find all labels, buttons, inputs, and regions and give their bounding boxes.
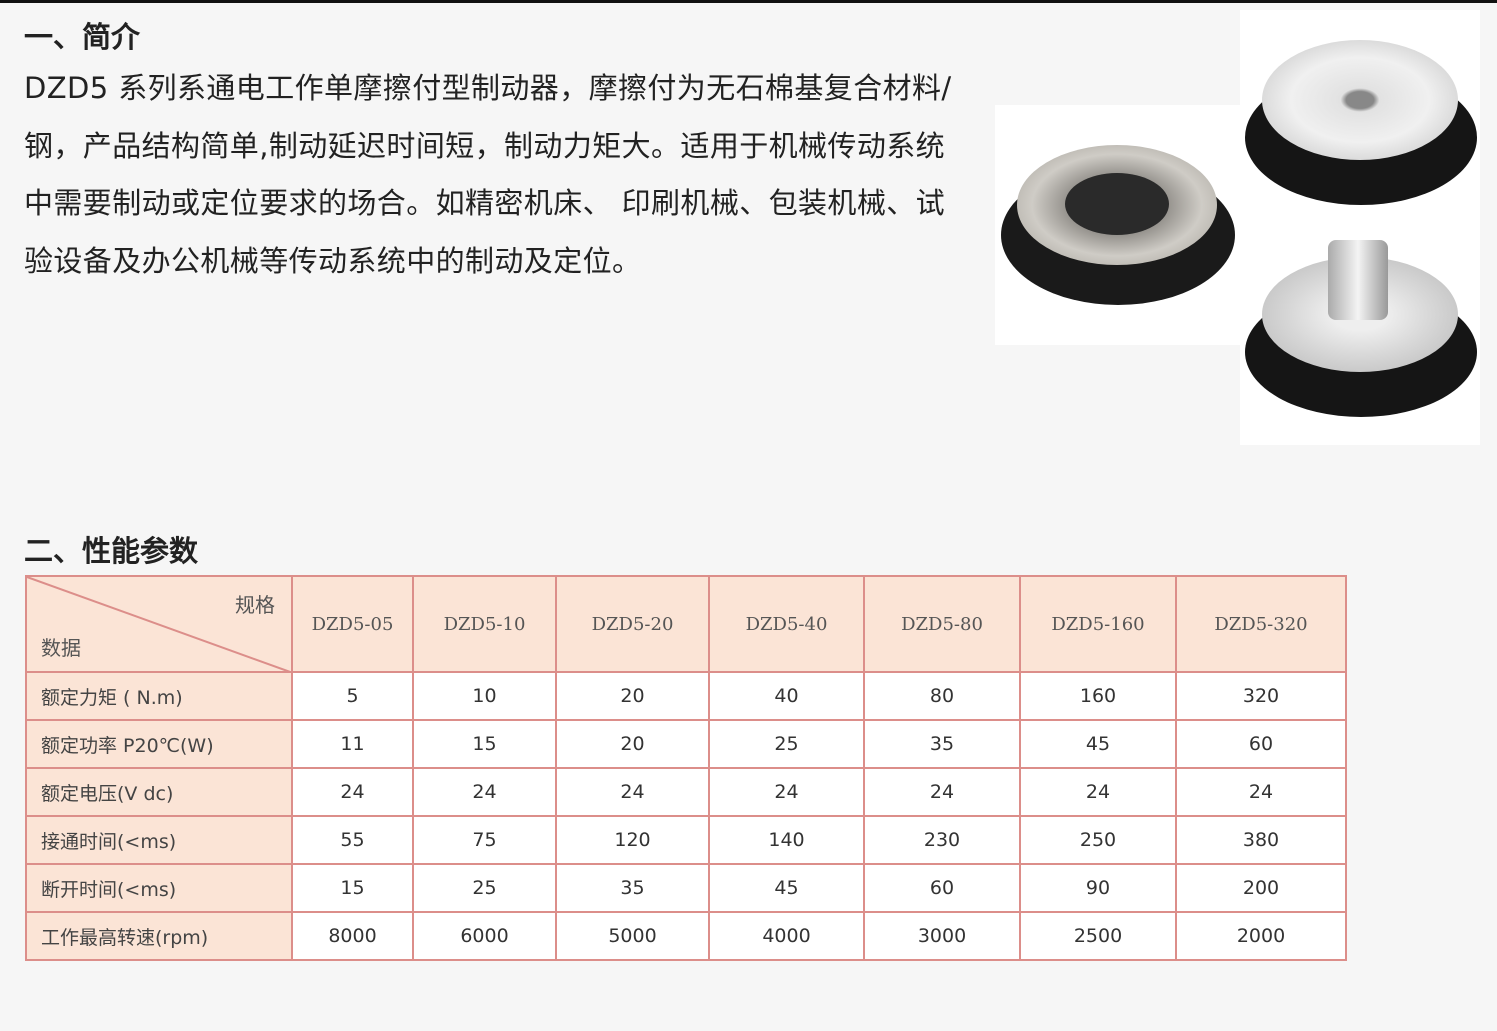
top-border: [0, 0, 1497, 3]
table-cell: 25: [708, 719, 865, 769]
model-header: DZD5-160: [1019, 575, 1177, 673]
table-cell: 45: [708, 863, 865, 913]
table-row: 工作最高转速(rpm) 8000 6000 5000 4000 3000 2500 2000: [25, 911, 1347, 961]
model-header: DZD5-20: [555, 575, 710, 673]
model-header: DZD5-320: [1175, 575, 1347, 673]
table-row: 接通时间(<ms) 55 75 120 140 230 250 380: [25, 815, 1347, 865]
table-header-row: 规格 数据 DZD5-05 DZD5-10 DZD5-20 DZD5-40 DZ…: [25, 575, 1347, 673]
table-cell: 55: [291, 815, 414, 865]
table-cell: 200: [1175, 863, 1347, 913]
table-cell: 24: [708, 767, 865, 817]
table-cell: 8000: [291, 911, 414, 961]
table-cell: 60: [1175, 719, 1347, 769]
corner-label-data: 数据: [41, 636, 81, 660]
table-cell: 320: [1175, 671, 1347, 721]
product-photo-brake-ring: [995, 105, 1240, 345]
table-cell: 25: [412, 863, 557, 913]
table-cell: 11: [291, 719, 414, 769]
table-cell: 60: [863, 863, 1021, 913]
table-cell: 4000: [708, 911, 865, 961]
table-cell: 80: [863, 671, 1021, 721]
model-header: DZD5-10: [412, 575, 557, 673]
table-cell: 2000: [1175, 911, 1347, 961]
table-cell: 35: [863, 719, 1021, 769]
table-cell: 250: [1019, 815, 1177, 865]
model-header: DZD5-40: [708, 575, 865, 673]
table-cell: 24: [412, 767, 557, 817]
table-row: 额定功率 P20℃(W) 11 15 20 25 35 45 60: [25, 719, 1347, 769]
table-cell: 2500: [1019, 911, 1177, 961]
model-header: DZD5-05: [291, 575, 414, 673]
row-label: 断开时间(<ms): [25, 863, 293, 913]
table-row: 额定电压(V dc) 24 24 24 24 24 24 24: [25, 767, 1347, 817]
table-cell: 3000: [863, 911, 1021, 961]
corner-label-spec: 规格: [235, 593, 275, 617]
table-cell: 15: [291, 863, 414, 913]
table-cell: 15: [412, 719, 557, 769]
corner-cell: 规格 数据: [25, 575, 293, 673]
row-label: 额定力矩 ( N.m): [25, 671, 293, 721]
table-cell: 24: [863, 767, 1021, 817]
spec-table: 规格 数据 DZD5-05 DZD5-10 DZD5-20 DZD5-40 DZ…: [25, 575, 1347, 961]
intro-line: 钢，产品结构简单,制动延迟时间短，制动力矩大。适用于机械传动系统: [24, 128, 946, 163]
table-cell: 140: [708, 815, 865, 865]
table-cell: 20: [555, 671, 710, 721]
table-cell: 230: [863, 815, 1021, 865]
product-photo-brake-hub: [1240, 225, 1480, 445]
table-cell: 5: [291, 671, 414, 721]
table-cell: 5000: [555, 911, 710, 961]
table-cell: 75: [412, 815, 557, 865]
row-label: 工作最高转速(rpm): [25, 911, 293, 961]
row-label: 额定电压(V dc): [25, 767, 293, 817]
intro-line: 验设备及办公机械等传动系统中的制动及定位。: [24, 243, 642, 278]
table-cell: 160: [1019, 671, 1177, 721]
table-cell: 24: [555, 767, 710, 817]
table-row: 断开时间(<ms) 15 25 35 45 60 90 200: [25, 863, 1347, 913]
diagonal-line: [27, 577, 293, 673]
table-cell: 40: [708, 671, 865, 721]
model-header: DZD5-80: [863, 575, 1021, 673]
table-cell: 24: [1019, 767, 1177, 817]
table-cell: 6000: [412, 911, 557, 961]
section-heading-intro: 一、简介: [24, 20, 141, 54]
intro-line: DZD5 系列系通电工作单摩擦付型制动器，摩擦付为无石棉基复合材料/: [24, 71, 952, 105]
table-row: 额定力矩 ( N.m) 5 10 20 40 80 160 320: [25, 671, 1347, 721]
section-heading-specs: 二、性能参数: [24, 534, 199, 568]
row-label: 接通时间(<ms): [25, 815, 293, 865]
intro-line: 中需要制动或定位要求的场合。如精密机床、 印刷机械、包装机械、试: [24, 186, 946, 220]
table-cell: 380: [1175, 815, 1347, 865]
table-cell: 10: [412, 671, 557, 721]
table-cell: 24: [291, 767, 414, 817]
table-cell: 35: [555, 863, 710, 913]
row-label: 额定功率 P20℃(W): [25, 719, 293, 769]
table-cell: 90: [1019, 863, 1177, 913]
table-cell: 45: [1019, 719, 1177, 769]
product-photo-brake-flange: [1240, 10, 1480, 225]
intro-paragraph: DZD5 系列系通电工作单摩擦付型制动器，摩擦付为无石棉基复合材料/ 钢，产品结…: [24, 68, 952, 298]
table-cell: 20: [555, 719, 710, 769]
table-cell: 120: [555, 815, 710, 865]
table-cell: 24: [1175, 767, 1347, 817]
